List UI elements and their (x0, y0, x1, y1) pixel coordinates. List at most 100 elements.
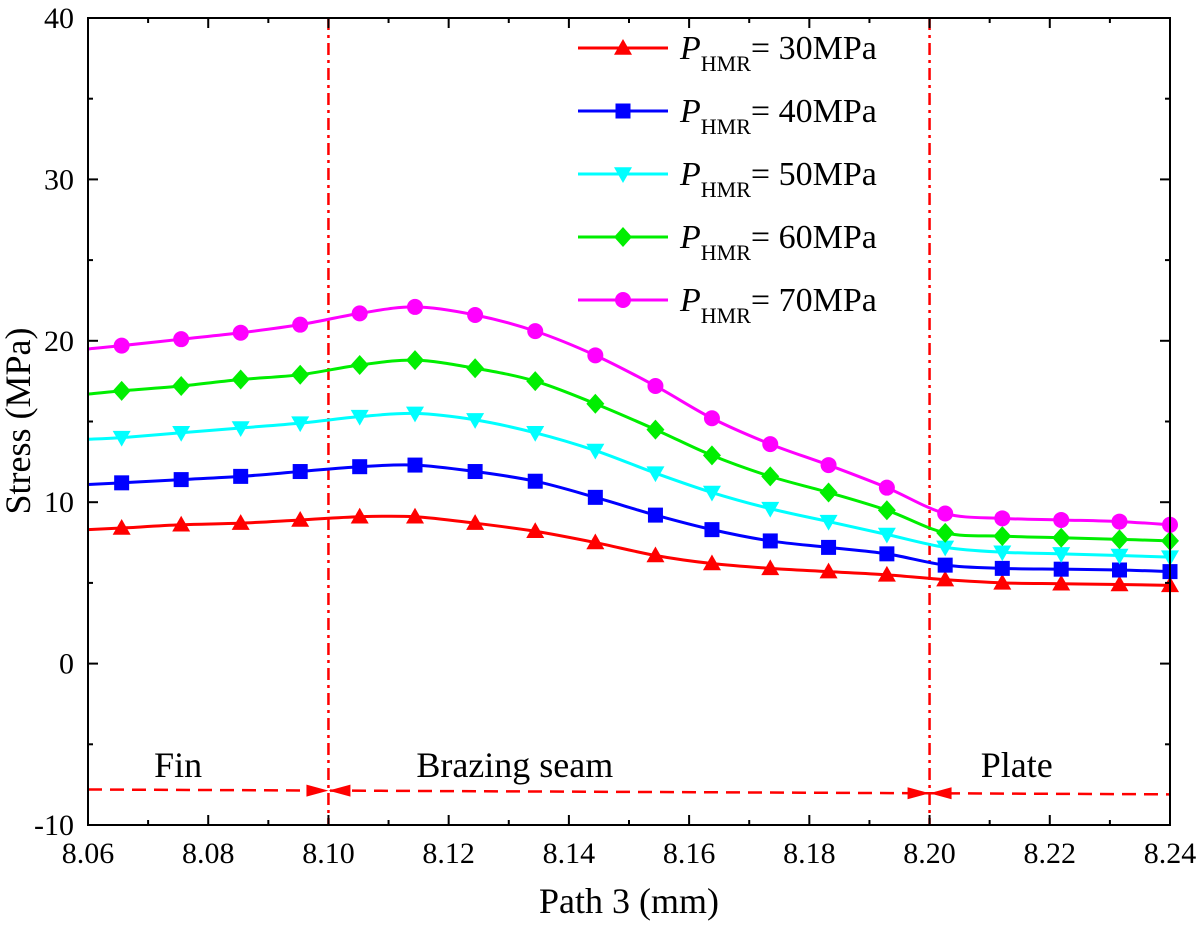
y-tick-label: 20 (44, 325, 74, 358)
data-point (819, 562, 838, 579)
data-point (466, 514, 485, 530)
x-tick-label: 8.10 (302, 837, 355, 870)
data-point (291, 364, 310, 385)
data-point (527, 323, 544, 340)
data-point (877, 500, 896, 521)
data-point (993, 545, 1012, 562)
data-point (231, 369, 250, 390)
data-point (994, 510, 1011, 527)
data-point (231, 514, 250, 530)
data-point (1053, 511, 1070, 528)
data-point (762, 436, 779, 453)
data-markers (112, 298, 1179, 593)
data-point (702, 445, 721, 466)
legend: PHMR= 30MPa PHMR= 40MPa PHMR= 50MPa PHMR= 6… (578, 30, 877, 328)
data-point (587, 347, 604, 364)
data-point (1110, 548, 1129, 565)
data-point (993, 526, 1012, 547)
data-point (172, 375, 191, 396)
y-tick-label: -10 (34, 809, 74, 842)
legend-label: PHMR= 30MPa (679, 30, 877, 76)
data-point (1052, 547, 1071, 563)
legend-marker (614, 39, 632, 55)
data-point (646, 419, 665, 440)
region-label: Brazing seam (416, 745, 613, 785)
y-tick-label: 0 (59, 648, 74, 681)
region-labels: Fin Brazing seam Plate (154, 745, 1053, 785)
data-point (878, 479, 895, 496)
y-tick-label: 40 (44, 2, 74, 35)
x-tick-label: 8.06 (62, 837, 115, 870)
data-point (350, 409, 369, 426)
series-line (88, 305, 1170, 527)
data-point (526, 522, 545, 539)
data-point (819, 482, 838, 503)
y-tick-label: 30 (44, 163, 74, 196)
data-point (761, 501, 780, 518)
data-point (646, 546, 665, 563)
y-axis-title: Stress (MPa) (0, 328, 38, 515)
data-point (703, 410, 720, 427)
region-boundary-lines (327, 18, 931, 825)
axis-ticks: 8.06 8.08 8.10 8.12 8.14 8.16 8.18 8.20 8.22 8.24… (34, 2, 1196, 870)
x-tick-label: 8.20 (903, 837, 956, 870)
region-dimension-line (87, 784, 1171, 800)
data-point (292, 464, 308, 480)
data-point (586, 533, 605, 550)
x-tick-label: 8.18 (783, 837, 836, 870)
data-point (586, 393, 605, 414)
legend-marker (614, 227, 632, 247)
x-tick-label: 8.22 (1024, 837, 1077, 870)
data-point (466, 358, 485, 379)
data-point (112, 380, 131, 401)
data-point (819, 514, 838, 531)
data-point (877, 565, 896, 582)
data-series (88, 305, 1170, 587)
data-point (993, 573, 1012, 590)
x-tick-label: 8.14 (543, 837, 596, 870)
data-point (761, 466, 780, 487)
dimension-arrow-right (328, 784, 351, 797)
data-point (702, 485, 721, 502)
data-point (233, 468, 249, 484)
data-point (761, 559, 780, 576)
data-point (112, 430, 131, 447)
legend-label: PHMR= 70MPa (679, 282, 877, 328)
data-point (172, 515, 191, 532)
data-point (879, 546, 895, 562)
plot-frame (87, 17, 1171, 826)
legend-marker (615, 292, 631, 308)
data-point (527, 473, 543, 489)
legend-label: PHMR= 50MPa (679, 156, 877, 202)
region-label: Fin (154, 745, 202, 785)
data-point (407, 457, 423, 473)
dimension-dashed-line (87, 788, 1171, 796)
data-point (291, 416, 310, 433)
legend-label: PHMR= 40MPa (679, 93, 877, 139)
x-tick-label: 8.24 (1144, 837, 1197, 870)
data-point (406, 507, 425, 524)
data-point (173, 331, 190, 348)
data-point (994, 560, 1010, 576)
data-point (351, 305, 368, 322)
data-point (704, 522, 720, 538)
data-point (820, 457, 837, 474)
data-point (877, 527, 896, 544)
data-point (112, 519, 131, 535)
data-point (526, 426, 545, 442)
data-point (936, 570, 955, 587)
data-point (1112, 562, 1128, 578)
x-tick-label: 8.16 (663, 837, 716, 870)
data-point (1052, 574, 1071, 591)
data-point (291, 510, 310, 527)
x-axis-title: Path 3 (mm) (539, 881, 719, 921)
data-point (173, 472, 189, 488)
data-point (406, 406, 425, 423)
data-point (1052, 527, 1071, 548)
data-point (1053, 561, 1069, 577)
legend-marker (615, 103, 631, 119)
data-point (936, 540, 955, 557)
x-tick-label: 8.12 (422, 837, 475, 870)
data-point (936, 522, 955, 543)
data-point (466, 413, 485, 429)
